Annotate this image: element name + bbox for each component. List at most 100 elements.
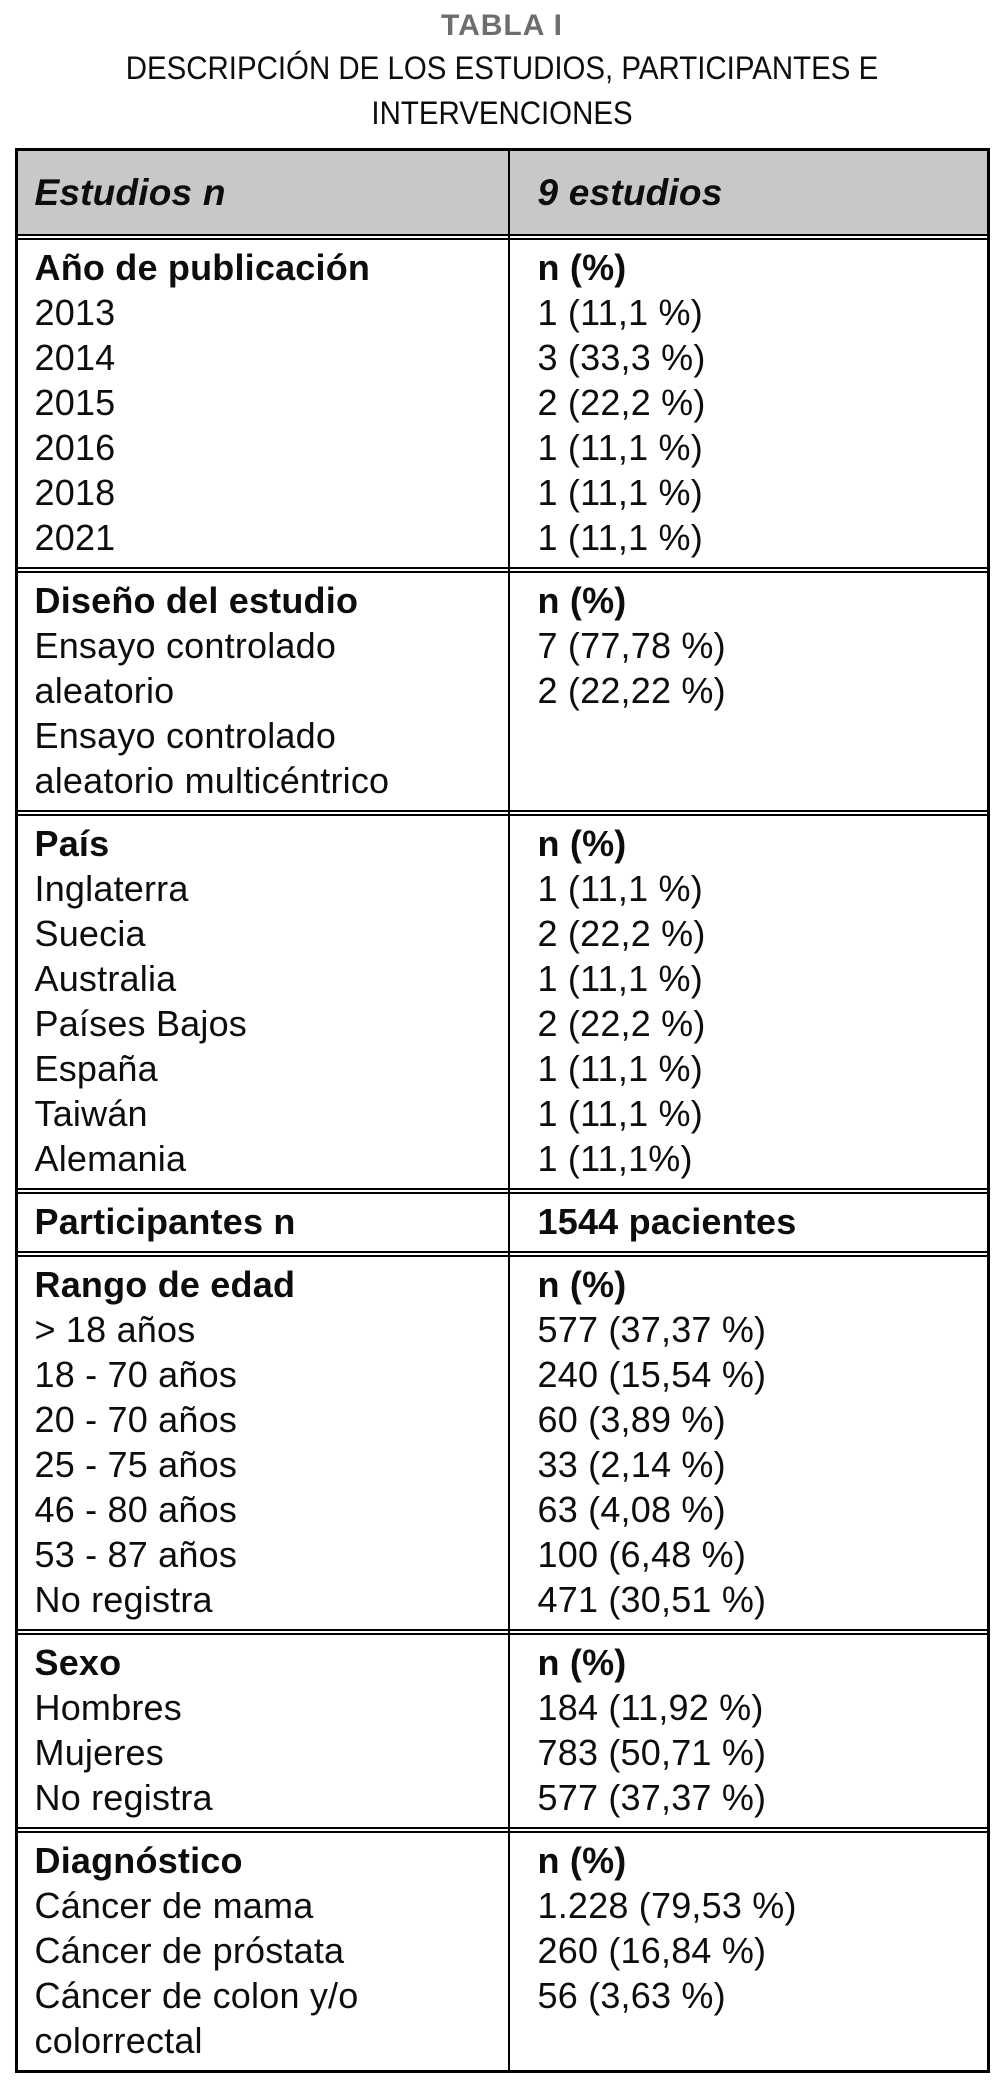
section-age-range-right-line-2: 240 (15,54 %) [537, 1354, 767, 1395]
section-row-study-design: Diseño del estudio Ensayo controlado aleat… [17, 571, 987, 812]
section-participants-left-cell: Participantes n [18, 1199, 508, 1244]
section-publication-year-left-line-2: 2014 [34, 337, 116, 378]
section-age-range-left-line-2: 18 - 70 años [34, 1354, 238, 1395]
section-sex-right-line-0: n (%) [537, 1642, 627, 1683]
section-study-design-right-line-2: 2 (22,22 %) [537, 670, 726, 711]
section-study-design-right-line-1: 7 (77,78 %) [537, 625, 726, 666]
section-study-design-right-cell: n (%) 7 (77,78 %) 2 (22,22 %) [508, 578, 987, 803]
section-country-right-line-6: 1 (11,1 %) [537, 1093, 703, 1134]
section-diagnosis-left-line-0: Diagnóstico [34, 1840, 243, 1881]
section-sex-right-line-3: 577 (37,37 %) [537, 1777, 767, 1818]
section-publication-year-right-line-1: 1 (11,1 %) [537, 292, 703, 333]
section-diagnosis-right-line-3: 56 (3,63 %) [537, 1975, 726, 2016]
section-sex-right-cell: n (%) 184 (11,92 %) 783 (50,71 %) 577 (37,3… [508, 1640, 987, 1820]
section-age-range-right-line-3: 60 (3,89 %) [537, 1399, 726, 1440]
section-row-country: País Inglaterra Suecia Australia Países Bajo… [17, 814, 987, 1190]
section-age-range-left-line-6: 53 - 87 años [34, 1534, 238, 1575]
section-publication-year-right-line-4: 1 (11,1 %) [537, 427, 703, 468]
section-age-range-right-cell: n (%) 577 (37,37 %) 240 (15,54 %) 60 (3,89 … [508, 1262, 987, 1622]
header-right-cell: 9 estudios [508, 170, 987, 215]
header-right-label: 9 estudios [537, 172, 723, 213]
section-publication-year-right-line-3: 2 (22,2 %) [537, 382, 706, 423]
section-study-design-right-line-0: n (%) [537, 580, 627, 621]
section-country-left-line-4: Países Bajos [34, 1003, 248, 1044]
section-sex-right-line-2: 783 (50,71 %) [537, 1732, 767, 1773]
table-header-row: Estudios n 9 estudios [17, 151, 987, 236]
section-publication-year-left-line-1: 2013 [34, 292, 116, 333]
header-left-cell: Estudios n [18, 170, 508, 215]
study-description-table: Estudios n 9 estudios Año de publicación… [14, 148, 990, 2073]
section-study-design-left-line-0: Diseño del estudio [34, 580, 359, 621]
section-diagnosis-left-line-3: Cáncer de colon y/o [34, 1975, 359, 2016]
section-diagnosis-right-cell: n (%) 1.228 (79,53 %) 260 (16,84 %) 56 (3,6… [508, 1838, 987, 2063]
section-sex-left-line-1: Hombres [34, 1687, 182, 1728]
section-publication-year-left-line-3: 2015 [34, 382, 116, 423]
section-country-left-line-0: País [34, 823, 110, 864]
page: TABLA I DESCRIPCIÓN DE LOS ESTUDIOS, PAR… [0, 6, 1004, 2073]
section-publication-year-left-cell: Año de publicación 2013 2014 2015 2016 2018 20… [18, 245, 508, 560]
section-country-right-line-3: 1 (11,1 %) [537, 958, 703, 999]
section-row-participants: Participantes n 1544 pacientes [17, 1192, 987, 1253]
section-country-right-line-4: 2 (22,2 %) [537, 1003, 706, 1044]
section-publication-year-right-line-2: 3 (33,3 %) [537, 337, 706, 378]
section-age-range-left-line-7: No registra [34, 1579, 213, 1620]
section-country-right-line-0: n (%) [537, 823, 627, 864]
section-publication-year-right-line-6: 1 (11,1 %) [537, 517, 703, 558]
section-diagnosis-right-line-1: 1.228 (79,53 %) [537, 1885, 797, 1926]
section-row-publication-year: Año de publicación 2013 2014 2015 2016 2018 20… [17, 238, 987, 569]
section-sex-left-line-0: Sexo [34, 1642, 122, 1683]
section-publication-year-right-cell: n (%) 1 (11,1 %) 3 (33,3 %) 2 (22,2 %) 1 (11… [508, 245, 987, 560]
section-age-range-right-line-1: 577 (37,37 %) [537, 1309, 767, 1350]
section-sex-right-line-1: 184 (11,92 %) [537, 1687, 764, 1728]
section-study-design-left-line-3: Ensayo controlado [34, 715, 337, 756]
section-study-design-left-line-4: aleatorio multicéntrico [34, 760, 390, 801]
page-subtitle-line-1: DESCRIPCIÓN DE LOS ESTUDIOS, PARTICIPANT… [125, 50, 879, 86]
section-country-right-line-7: 1 (11,1%) [537, 1138, 693, 1179]
section-row-sex: Sexo Hombres Mujeres No registra n (%) 184 (1… [17, 1633, 987, 1829]
section-diagnosis-left-line-4: colorrectal [34, 2020, 203, 2061]
section-participants-right-line-0: 1544 pacientes [537, 1201, 797, 1242]
section-publication-year-right-line-5: 1 (11,1 %) [537, 472, 703, 513]
section-age-range-left-line-4: 25 - 75 años [34, 1444, 238, 1485]
section-country-left-line-3: Australia [34, 958, 177, 999]
section-study-design-left-cell: Diseño del estudio Ensayo controlado aleat… [18, 578, 508, 803]
section-row-age-range: Rango de edad > 18 años 18 - 70 años 20 - 7… [17, 1255, 987, 1631]
section-age-range-right-line-4: 33 (2,14 %) [537, 1444, 726, 1485]
section-diagnosis-right-line-0: n (%) [537, 1840, 627, 1881]
section-participants-right-cell: 1544 pacientes [508, 1199, 987, 1244]
section-diagnosis-right-line-2: 260 (16,84 %) [537, 1930, 767, 1971]
section-country-right-line-2: 2 (22,2 %) [537, 913, 706, 954]
section-publication-year-left-line-4: 2016 [34, 427, 116, 468]
section-age-range-right-line-6: 100 (6,48 %) [537, 1534, 747, 1575]
section-diagnosis-left-line-2: Cáncer de próstata [34, 1930, 345, 1971]
section-sex-left-line-3: No registra [34, 1777, 213, 1818]
page-title: TABLA I [441, 9, 563, 42]
section-study-design-left-line-1: Ensayo controlado [34, 625, 337, 666]
section-country-left-line-5: España [34, 1048, 158, 1089]
section-age-range-left-cell: Rango de edad > 18 años 18 - 70 años 20 - 7… [18, 1262, 508, 1622]
section-age-range-left-line-1: > 18 años [34, 1309, 196, 1350]
section-age-range-right-line-7: 471 (30,51 %) [537, 1579, 767, 1620]
section-country-left-line-7: Alemania [34, 1138, 187, 1179]
section-age-range-left-line-3: 20 - 70 años [34, 1399, 238, 1440]
section-publication-year-left-line-0: Año de publicación [34, 247, 371, 288]
section-diagnosis-left-line-1: Cáncer de mama [34, 1885, 314, 1926]
section-participants-left-line-0: Participantes n [34, 1201, 296, 1242]
section-age-range-right-line-0: n (%) [537, 1264, 627, 1305]
section-age-range-left-line-0: Rango de edad [34, 1264, 296, 1305]
page-subtitle: DESCRIPCIÓN DE LOS ESTUDIOS, PARTICIPANT… [0, 46, 1004, 136]
section-publication-year-left-line-6: 2021 [34, 517, 116, 558]
section-sex-left-cell: Sexo Hombres Mujeres No registra [18, 1640, 508, 1820]
section-age-range-left-line-5: 46 - 80 años [34, 1489, 238, 1530]
section-publication-year-right-line-0: n (%) [537, 247, 627, 288]
section-age-range-right-line-5: 63 (4,08 %) [537, 1489, 726, 1530]
page-subtitle-line-2: INTERVENCIONES [371, 95, 633, 131]
section-country-right-line-5: 1 (11,1 %) [537, 1048, 703, 1089]
section-country-left-cell: País Inglaterra Suecia Australia Países Bajo… [18, 821, 508, 1181]
header-left-label: Estudios n [34, 172, 226, 213]
column-divider [507, 151, 510, 2070]
section-country-right-line-1: 1 (11,1 %) [537, 868, 703, 909]
section-publication-year-left-line-5: 2018 [34, 472, 116, 513]
section-sex-left-line-2: Mujeres [34, 1732, 164, 1773]
section-country-left-line-1: Inglaterra [34, 868, 189, 909]
